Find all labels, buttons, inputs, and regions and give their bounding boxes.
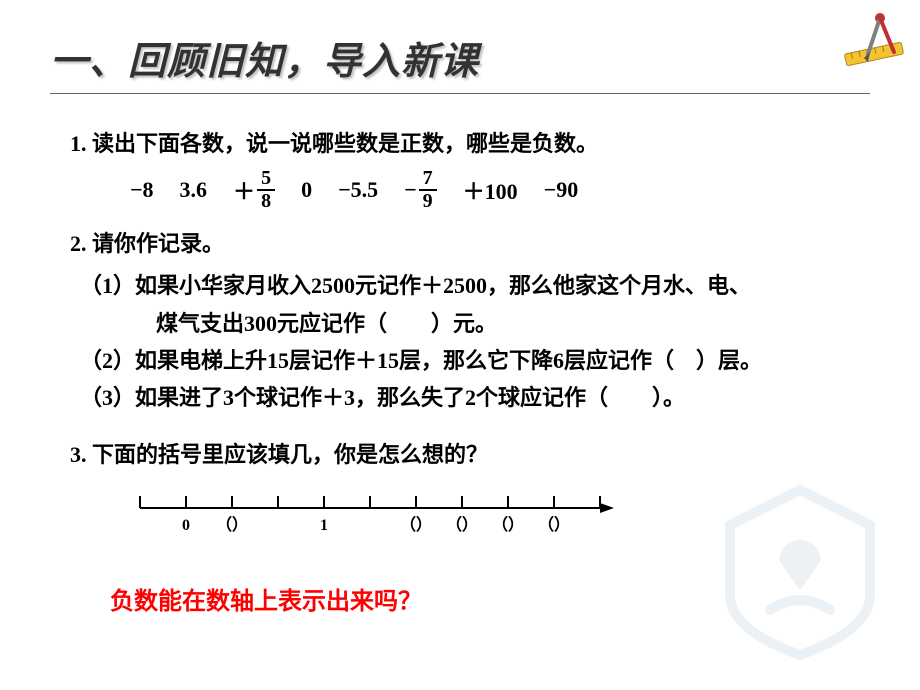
number-item: ＋100 xyxy=(463,174,518,206)
compass-ruler-icon xyxy=(840,6,910,76)
q2-item-1-line1: （1）如果小华家月收入2500元记作＋2500，那么他家这个月水、电、 xyxy=(80,267,870,304)
svg-text:1: 1 xyxy=(320,517,328,534)
svg-text:（）: （） xyxy=(538,516,570,534)
frac-top: 5 xyxy=(257,168,275,191)
svg-text:（）: （） xyxy=(492,516,524,534)
q1-numbers: −8 3.6 ＋ 5 8 0 −5.5 − 7 9 ＋100 −90 xyxy=(130,168,870,212)
svg-text:0: 0 xyxy=(182,517,190,534)
number-item: 3.6 xyxy=(180,177,208,203)
frac-bot: 9 xyxy=(419,191,437,212)
fraction: 5 8 xyxy=(257,168,275,212)
q1-label: 1. 读出下面各数，说一说哪些数是正数，哪些是负数。 xyxy=(70,124,870,164)
sign: − xyxy=(404,177,417,203)
number-item: −90 xyxy=(544,177,579,203)
watermark-icon xyxy=(700,470,900,670)
q2-item-3: （3）如果进了3个球记作＋3，那么失了2个球应记作（ ）。 xyxy=(80,379,870,416)
svg-text:（）: （） xyxy=(400,516,432,534)
q3-label: 3. 下面的括号里应该填几，你是怎么想的？ xyxy=(70,435,870,475)
q2-item-1-line2: 煤气支出300元应记作（ ）元。 xyxy=(156,305,870,342)
svg-text:（）: （） xyxy=(216,516,248,534)
svg-text:（）: （） xyxy=(446,516,478,534)
page-title: 一、回顾旧知，导入新课 xyxy=(50,30,870,85)
frac-top: 7 xyxy=(419,168,437,191)
numberline: 0 （） 1 （） （） （） （） xyxy=(130,488,630,548)
fraction: 7 9 xyxy=(419,168,437,212)
q2-label: 2. 请你作记录。 xyxy=(70,224,870,264)
number-item: −8 xyxy=(130,177,154,203)
q2-item-2: （2）如果电梯上升15层记作＋15层，那么它下降6层应记作（ ）层。 xyxy=(80,342,870,379)
frac-bot: 8 xyxy=(257,191,275,212)
sign: ＋ xyxy=(233,174,255,206)
number-item: − 7 9 xyxy=(404,168,437,212)
divider xyxy=(50,93,870,94)
number-item: ＋ 5 8 xyxy=(233,168,275,212)
number-item: −5.5 xyxy=(338,177,378,203)
number-item: 0 xyxy=(301,177,312,203)
